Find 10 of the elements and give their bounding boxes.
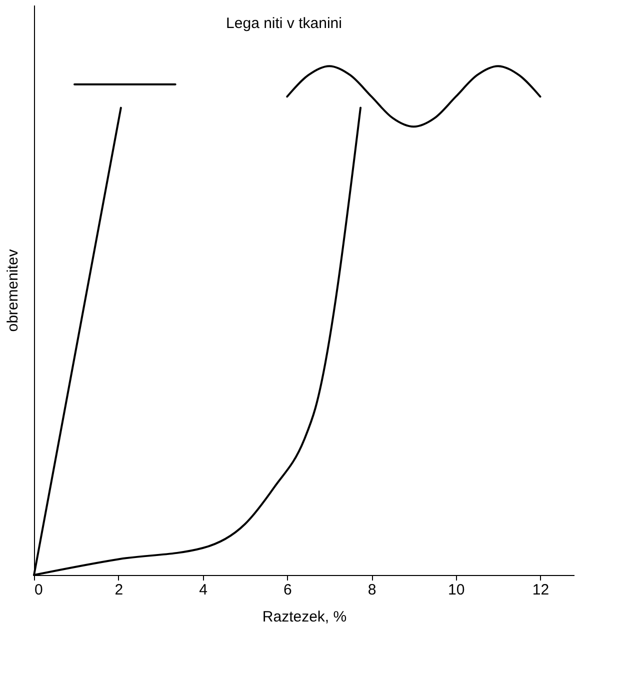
x-tick-label: 8	[368, 582, 376, 598]
x-tick-label: 6	[283, 582, 292, 598]
x-tick-label: 0	[34, 582, 43, 598]
x-tick-label: 2	[114, 582, 124, 598]
y-axis-title: obremenitev	[4, 248, 22, 332]
text: Lega niti v tkanini	[226, 15, 342, 32]
x-tick-label: 10	[448, 582, 465, 598]
x-axis-title: Raztezek, %	[262, 608, 347, 626]
x-tick-label: 12	[532, 582, 550, 598]
x-tick-label: 4	[199, 582, 208, 598]
